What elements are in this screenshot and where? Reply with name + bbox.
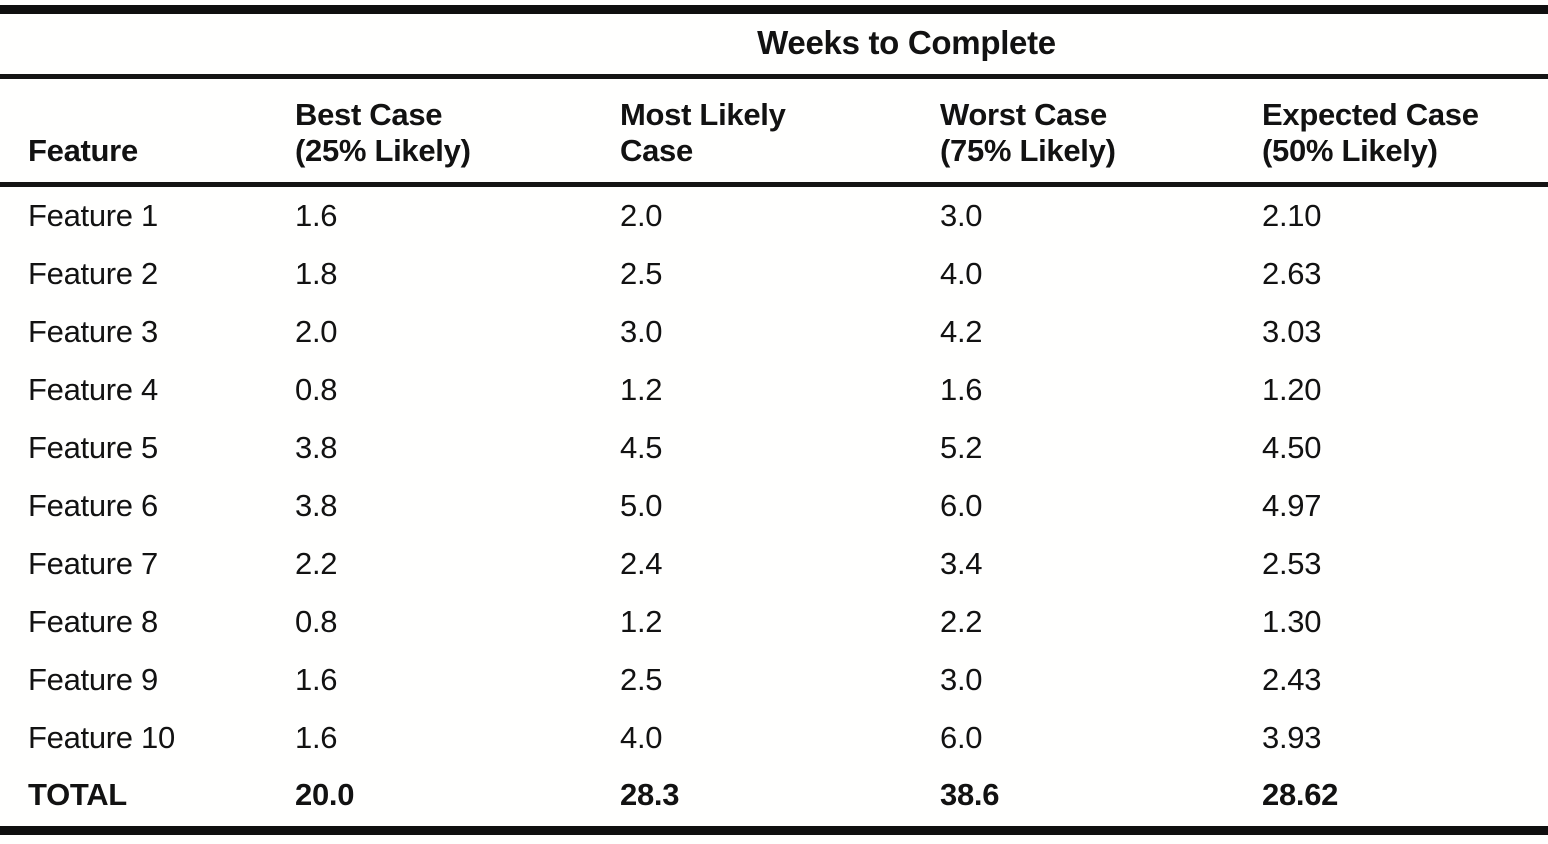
total-expected-case: 28.62 — [1262, 777, 1339, 812]
best-case-cell: 3.8 — [295, 430, 338, 465]
total-label: TOTAL — [28, 777, 127, 812]
most-likely-case-cell: 2.4 — [620, 546, 663, 581]
column-header-best-case: Best Case (25% Likely) — [265, 76, 590, 187]
worst-case-cell: 3.4 — [940, 546, 983, 581]
column-header-most-likely-case: Most Likely Case — [590, 76, 910, 187]
feature-cell: Feature 10 — [28, 720, 175, 755]
header-label: Feature — [28, 133, 138, 168]
best-case-cell: 3.8 — [295, 488, 338, 523]
worst-case-cell: 6.0 — [940, 488, 983, 523]
expected-case-cell: 3.93 — [1262, 720, 1322, 755]
header-label: Best Case — [295, 97, 443, 132]
table-row: Feature 2 1.8 2.5 4.0 2.63 — [0, 245, 1548, 303]
expected-case-cell: 1.20 — [1262, 372, 1322, 407]
worst-case-cell: 4.2 — [940, 314, 983, 349]
column-header-worst-case: Worst Case (75% Likely) — [910, 76, 1232, 187]
most-likely-case-cell: 2.5 — [620, 256, 663, 291]
spanner-empty-cell — [0, 9, 265, 79]
best-case-cell: 1.8 — [295, 256, 338, 291]
total-most-likely-case: 28.3 — [620, 777, 680, 812]
most-likely-case-cell: 1.2 — [620, 604, 663, 639]
best-case-cell: 1.6 — [295, 720, 338, 755]
expected-case-cell: 3.03 — [1262, 314, 1322, 349]
expected-case-cell: 1.30 — [1262, 604, 1322, 639]
expected-case-cell: 2.10 — [1262, 198, 1322, 233]
table-body: Feature 1 1.6 2.0 3.0 2.10 Feature 2 1.8… — [0, 185, 1548, 768]
header-sublabel: (75% Likely) — [940, 133, 1116, 168]
worst-case-cell: 6.0 — [940, 720, 983, 755]
spanner-row: Weeks to Complete — [0, 9, 1548, 79]
table-row: Feature 8 0.8 1.2 2.2 1.30 — [0, 593, 1548, 651]
table-row: Feature 3 2.0 3.0 4.2 3.03 — [0, 303, 1548, 361]
table-row: Feature 1 1.6 2.0 3.0 2.10 — [0, 185, 1548, 246]
header-sublabel: (25% Likely) — [295, 133, 471, 168]
best-case-cell: 2.0 — [295, 314, 338, 349]
worst-case-cell: 4.0 — [940, 256, 983, 291]
feature-cell: Feature 1 — [28, 198, 158, 233]
header-label: Worst Case — [940, 97, 1107, 132]
best-case-cell: 1.6 — [295, 662, 338, 697]
most-likely-case-cell: 2.5 — [620, 662, 663, 697]
most-likely-case-cell: 3.0 — [620, 314, 663, 349]
total-worst-case: 38.6 — [940, 777, 1000, 812]
feature-cell: Feature 4 — [28, 372, 158, 407]
most-likely-case-cell: 5.0 — [620, 488, 663, 523]
feature-cell: Feature 8 — [28, 604, 158, 639]
worst-case-cell: 1.6 — [940, 372, 983, 407]
table-row: Feature 9 1.6 2.5 3.0 2.43 — [0, 651, 1548, 709]
header-label: Expected Case — [1262, 97, 1479, 132]
feature-cell: Feature 7 — [28, 546, 158, 581]
best-case-cell: 1.6 — [295, 198, 338, 233]
expected-case-cell: 4.97 — [1262, 488, 1322, 523]
table-spanner-title: Weeks to Complete — [265, 9, 1548, 79]
header-sublabel: Case — [620, 133, 693, 168]
feature-cell: Feature 9 — [28, 662, 158, 697]
feature-cell: Feature 3 — [28, 314, 158, 349]
most-likely-case-cell: 1.2 — [620, 372, 663, 407]
most-likely-case-cell: 4.0 — [620, 720, 663, 755]
best-case-cell: 2.2 — [295, 546, 338, 581]
table-row: Feature 7 2.2 2.4 3.4 2.53 — [0, 535, 1548, 593]
best-case-cell: 0.8 — [295, 604, 338, 639]
expected-case-cell: 2.43 — [1262, 662, 1322, 697]
table-row: Feature 10 1.6 4.0 6.0 3.93 — [0, 709, 1548, 767]
column-header-expected-case: Expected Case (50% Likely) — [1232, 76, 1548, 187]
expected-case-cell: 2.63 — [1262, 256, 1322, 291]
feature-cell: Feature 5 — [28, 430, 158, 465]
expected-case-cell: 4.50 — [1262, 430, 1322, 465]
worst-case-cell: 3.0 — [940, 662, 983, 697]
best-case-cell: 0.8 — [295, 372, 338, 407]
feature-cell: Feature 6 — [28, 488, 158, 523]
total-row: TOTAL 20.0 28.3 38.6 28.62 — [0, 767, 1548, 831]
header-sublabel: (50% Likely) — [1262, 133, 1438, 168]
most-likely-case-cell: 4.5 — [620, 430, 663, 465]
expected-case-cell: 2.53 — [1262, 546, 1322, 581]
total-best-case: 20.0 — [295, 777, 355, 812]
column-header-feature: Feature — [0, 76, 265, 187]
worst-case-cell: 3.0 — [940, 198, 983, 233]
estimate-table: Weeks to Complete Feature Best Case (25%… — [0, 5, 1548, 835]
table-row: Feature 6 3.8 5.0 6.0 4.97 — [0, 477, 1548, 535]
worst-case-cell: 2.2 — [940, 604, 983, 639]
worst-case-cell: 5.2 — [940, 430, 983, 465]
most-likely-case-cell: 2.0 — [620, 198, 663, 233]
header-row: Feature Best Case (25% Likely) Most Like… — [0, 76, 1548, 187]
feature-cell: Feature 2 — [28, 256, 158, 291]
header-label: Most Likely — [620, 97, 786, 132]
table-row: Feature 4 0.8 1.2 1.6 1.20 — [0, 361, 1548, 419]
table-row: Feature 5 3.8 4.5 5.2 4.50 — [0, 419, 1548, 477]
